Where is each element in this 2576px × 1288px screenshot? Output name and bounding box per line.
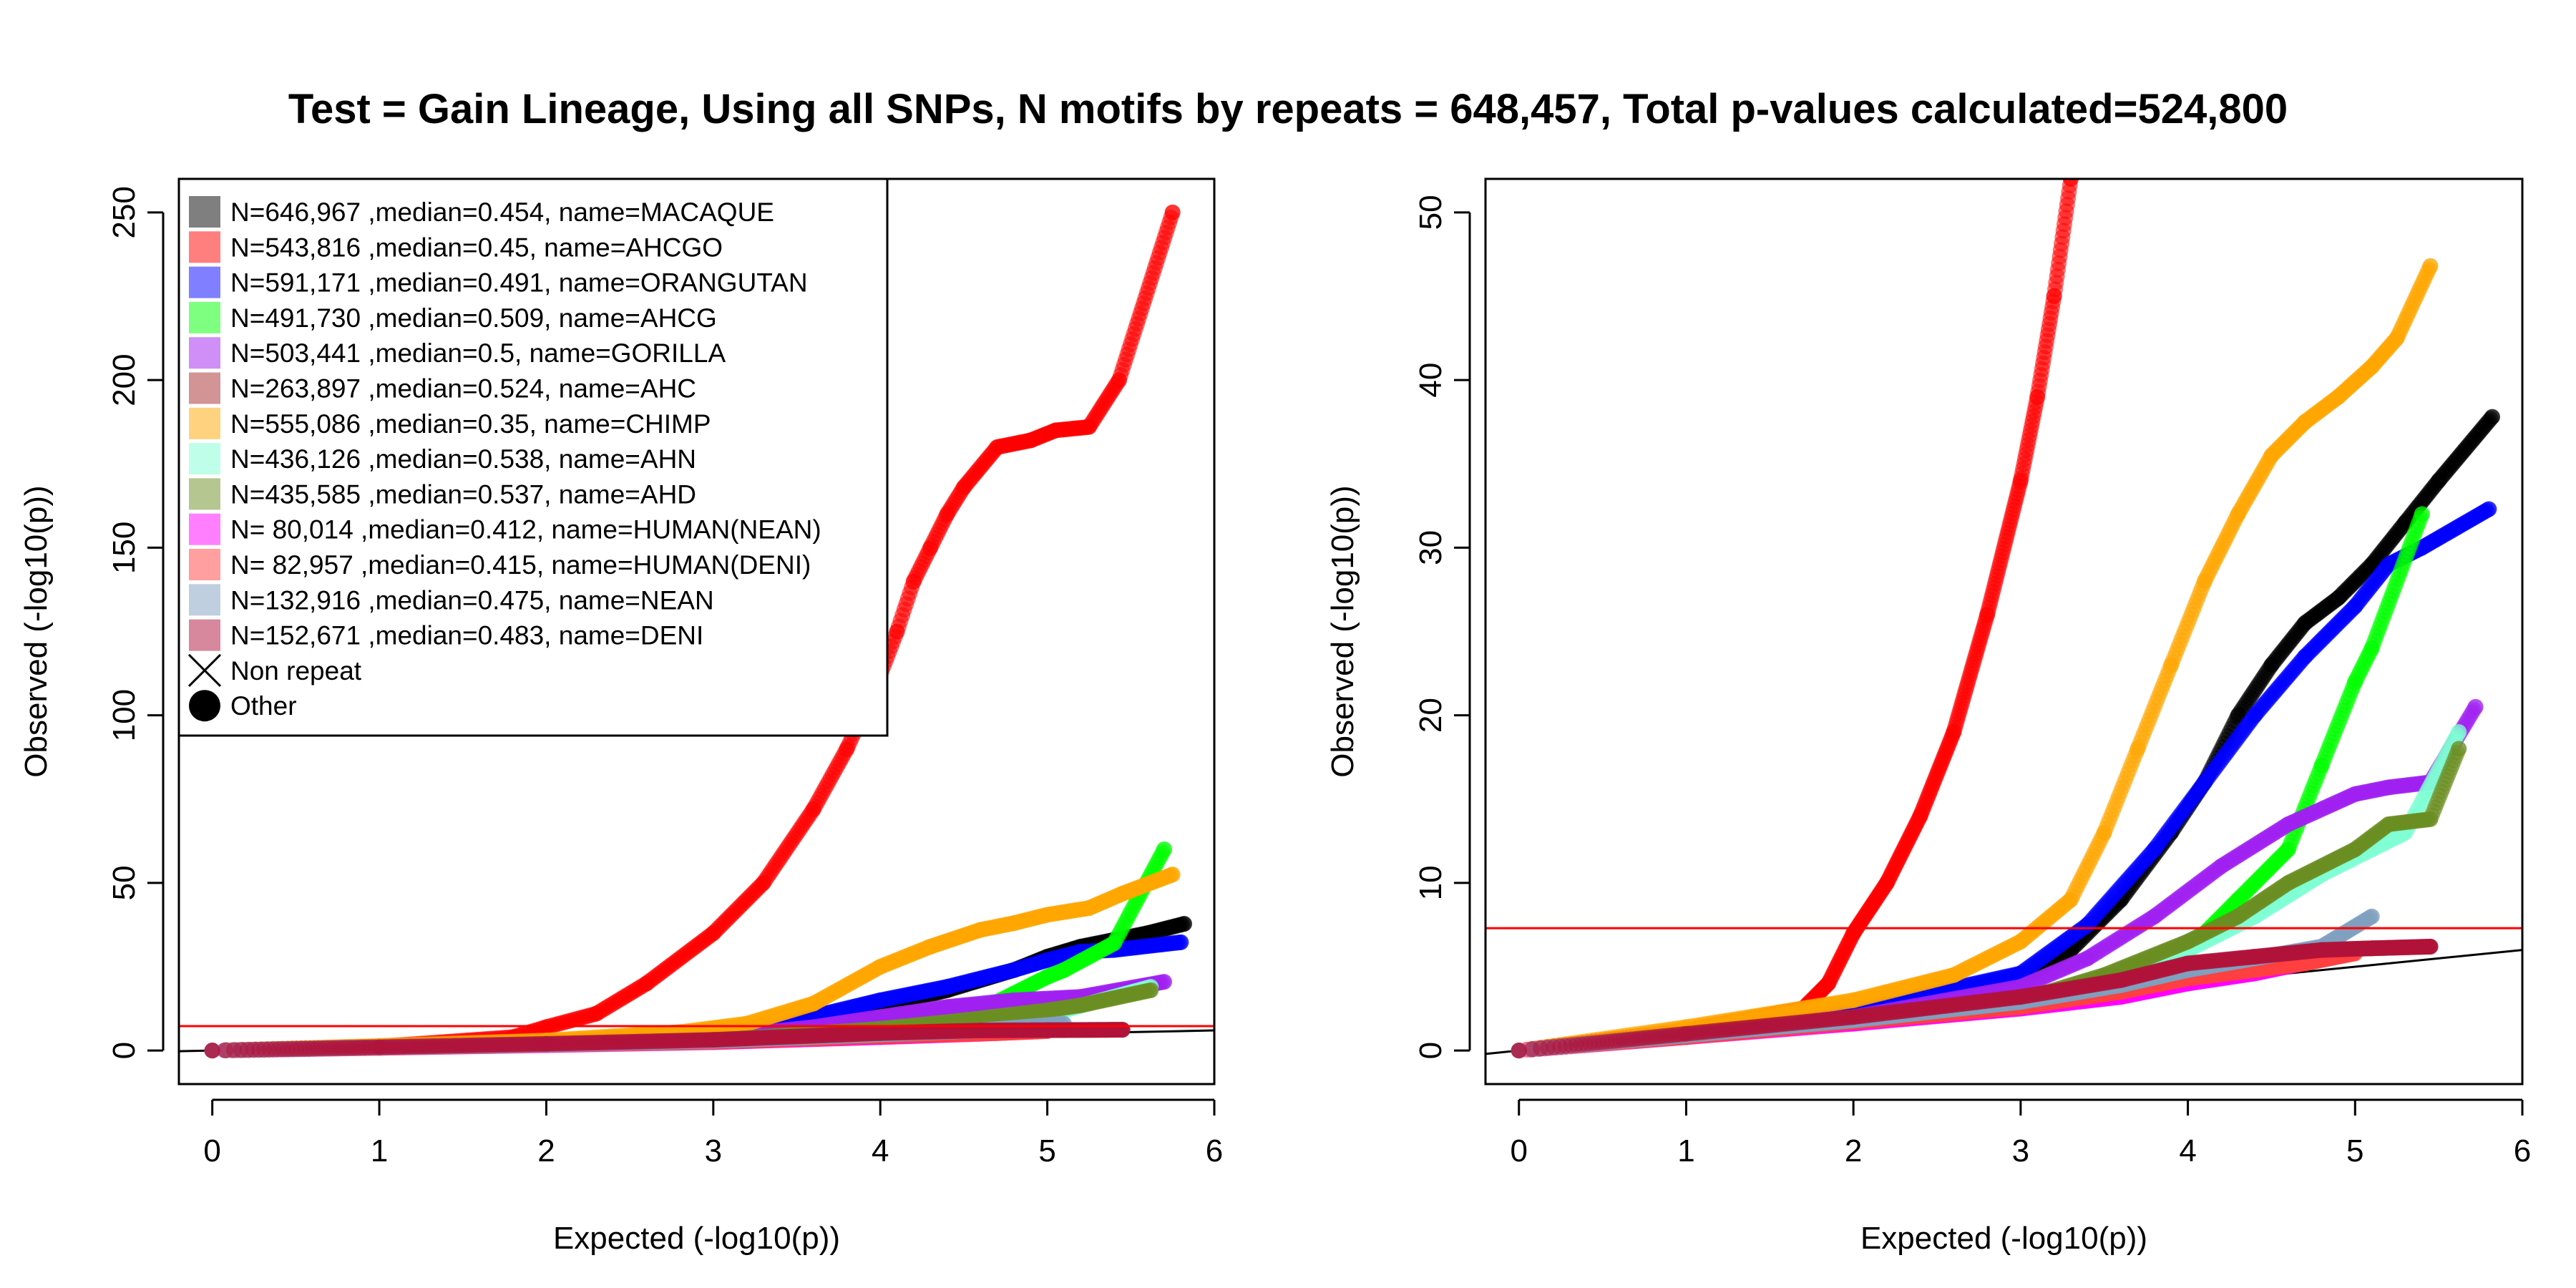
- data-point: [1039, 907, 1055, 923]
- data-point: [1080, 419, 1097, 435]
- data-point: [1039, 1002, 1055, 1018]
- data-point: [1080, 900, 1097, 917]
- data-point: [1073, 997, 1089, 1013]
- data-point: [1164, 204, 1181, 220]
- data-point: [922, 540, 939, 556]
- data-point: [738, 1015, 755, 1032]
- data-point: [1048, 422, 1064, 439]
- data-point: [872, 992, 889, 1008]
- data-point: [905, 573, 922, 590]
- data-point: [1039, 952, 1055, 968]
- data-point: [1005, 962, 1022, 978]
- data-point: [1156, 841, 1172, 858]
- data-layer: [179, 204, 1214, 1059]
- data-point: [1164, 867, 1181, 883]
- data-point: [1139, 925, 1156, 942]
- data-point: [1005, 915, 1022, 932]
- data-point: [1156, 974, 1172, 990]
- data-point: [755, 874, 771, 891]
- data-point: [1039, 969, 1055, 985]
- data-point: [989, 439, 1005, 455]
- data-point: [805, 995, 821, 1012]
- data-point: [1143, 982, 1159, 998]
- data-point: [1055, 962, 1072, 978]
- data-point: [1106, 935, 1122, 952]
- data-point: [972, 922, 989, 938]
- main-title: Test = Gain Lineage, Using all SNPs, N m…: [288, 86, 2288, 132]
- data-point: [1173, 934, 1189, 950]
- data-point: [939, 999, 955, 1015]
- data-point: [839, 741, 855, 757]
- data-point: [1023, 432, 1039, 449]
- data-point: [638, 975, 655, 992]
- data-point: [1114, 885, 1131, 902]
- data-point: [955, 479, 972, 496]
- data-point: [1005, 992, 1022, 1008]
- data-point: [922, 938, 939, 955]
- data-point: [1111, 372, 1127, 389]
- data-point: [805, 801, 821, 817]
- data-point: [588, 1005, 605, 1022]
- data-point: [939, 506, 955, 522]
- data-point: [705, 925, 721, 942]
- data-point: [872, 959, 889, 975]
- data-point: [1176, 916, 1192, 932]
- data-point: [939, 979, 955, 995]
- data-point: [889, 623, 905, 640]
